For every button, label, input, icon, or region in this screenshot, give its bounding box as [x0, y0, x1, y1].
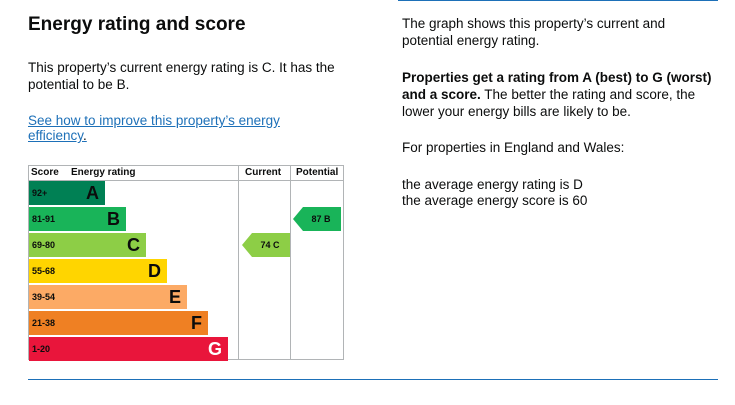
- rating-band-d: 55-68 D: [29, 259, 167, 283]
- top-divider: [398, 0, 718, 1]
- rating-explanation-bold: Properties get a rating from A (best) to…: [402, 70, 712, 102]
- average-rating: the average energy rating is D: [402, 177, 583, 192]
- rating-band-b: 81-91 B: [29, 207, 126, 231]
- page-heading: Energy rating and score: [28, 14, 246, 35]
- rating-explanation-rest: The better the rating and score, the low…: [402, 87, 696, 119]
- rating-band-e: 39-54 E: [29, 285, 187, 309]
- header-energy-rating: Energy rating: [71, 167, 136, 178]
- energy-rating-chart: Score Energy rating Current Potential 92…: [28, 165, 345, 361]
- graph-explanation: The graph shows this property’s current …: [402, 16, 666, 48]
- rating-band-a: 92+ A: [29, 181, 105, 205]
- improve-link-text[interactable]: See how to improve this property’s energ…: [28, 113, 280, 143]
- band-letter: C: [127, 235, 140, 255]
- header-score: Score: [31, 167, 59, 178]
- header-current: Current: [245, 167, 282, 178]
- band-letter: F: [191, 313, 202, 333]
- band-letter: B: [107, 209, 120, 229]
- region-note: For properties in England and Wales:: [402, 140, 625, 155]
- average-score: the average energy score is 60: [402, 193, 588, 208]
- chart-header-divider: [28, 180, 344, 181]
- band-letter: D: [148, 261, 161, 281]
- band-letter: G: [207, 339, 222, 359]
- band-letter: E: [168, 287, 181, 307]
- current-rating-arrow: 74 C: [242, 233, 290, 257]
- rating-band-g: 1-20 G: [29, 337, 228, 361]
- chart-column-divider-current: [238, 165, 239, 360]
- improve-link-suffix: .: [83, 128, 87, 143]
- current-rating-summary: This property’s current energy rating is…: [28, 60, 335, 92]
- potential-rating-label: 87 B: [311, 214, 331, 224]
- rating-band-f: 21-38 F: [29, 311, 208, 335]
- rating-explanation: Properties get a rating from A (best) to…: [402, 69, 722, 120]
- band-score-range: 1-20: [32, 344, 51, 354]
- header-potential: Potential: [296, 167, 339, 178]
- potential-arrow-shape: [293, 207, 341, 231]
- improve-efficiency-link[interactable]: See how to improve this property’s energ…: [28, 113, 328, 143]
- band-score-range: 69-80: [32, 240, 56, 250]
- rating-band-c: 69-80 C: [29, 233, 146, 257]
- current-rating-label: 74 C: [260, 240, 280, 250]
- band-score-range: 39-54: [32, 292, 56, 302]
- band-score-range: 21-38: [32, 318, 56, 328]
- band-score-range: 55-68: [32, 266, 56, 276]
- current-arrow-shape: [242, 233, 290, 257]
- potential-rating-arrow: 87 B: [293, 207, 341, 231]
- band-score-range: 81-91: [32, 214, 56, 224]
- band-score-range: 92+: [32, 188, 48, 198]
- bottom-divider: [28, 379, 718, 380]
- band-letter: A: [86, 183, 99, 203]
- chart-column-divider-potential: [290, 165, 291, 360]
